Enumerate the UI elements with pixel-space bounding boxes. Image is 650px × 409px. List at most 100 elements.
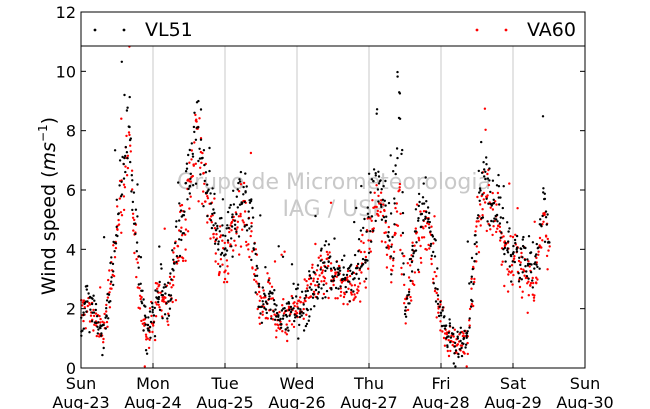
data-point	[342, 302, 345, 306]
data-point	[282, 298, 285, 301]
data-point	[525, 275, 529, 278]
data-point	[520, 278, 523, 281]
data-point	[308, 270, 311, 273]
data-point	[125, 109, 129, 112]
data-point	[533, 267, 536, 270]
data-point	[396, 156, 399, 160]
data-point	[167, 300, 170, 303]
data-point	[219, 265, 222, 268]
data-point	[188, 184, 192, 188]
data-point	[409, 279, 412, 282]
data-point	[120, 231, 123, 234]
data-point	[267, 279, 270, 282]
data-point	[86, 300, 89, 303]
data-point	[364, 261, 367, 264]
data-point	[537, 253, 540, 256]
data-point	[194, 182, 198, 185]
data-point	[230, 225, 234, 228]
data-point	[433, 270, 436, 274]
data-point	[149, 320, 153, 324]
data-point	[88, 303, 92, 306]
data-point	[354, 295, 357, 299]
data-point	[521, 271, 524, 274]
data-point	[228, 230, 231, 234]
data-point	[203, 163, 206, 167]
data-point	[533, 294, 536, 297]
data-point	[487, 202, 490, 205]
data-point	[268, 282, 272, 285]
data-point	[194, 113, 197, 117]
data-point	[508, 227, 511, 230]
data-point	[174, 225, 178, 228]
data-point	[192, 125, 196, 129]
data-point	[532, 281, 535, 285]
data-point	[233, 219, 236, 222]
data-point	[463, 329, 466, 333]
data-point	[388, 239, 391, 242]
data-point	[384, 179, 387, 183]
data-point	[107, 278, 110, 282]
data-point	[147, 316, 150, 319]
data-point	[146, 323, 150, 327]
data-point	[407, 276, 411, 279]
data-point	[364, 277, 368, 280]
data-point	[112, 270, 115, 273]
data-point	[206, 221, 209, 224]
data-point	[332, 266, 336, 269]
data-point	[156, 290, 159, 293]
data-point	[225, 249, 229, 252]
data-point	[152, 324, 155, 327]
data-point	[184, 248, 187, 251]
data-point	[430, 225, 433, 228]
data-point	[501, 217, 505, 220]
data-point	[513, 238, 517, 242]
data-point	[485, 229, 488, 233]
data-point	[489, 228, 492, 231]
data-point	[385, 266, 389, 269]
data-point	[478, 187, 482, 190]
data-point	[385, 246, 388, 249]
data-point	[394, 232, 397, 235]
data-point	[125, 174, 129, 177]
data-point	[401, 148, 404, 152]
data-point	[257, 285, 261, 288]
data-point	[380, 240, 384, 243]
data-point	[411, 241, 414, 244]
data-point	[281, 317, 285, 320]
data-point	[317, 291, 320, 294]
data-point	[116, 205, 119, 208]
data-point	[514, 233, 517, 236]
data-point	[241, 219, 244, 222]
data-point	[321, 271, 324, 274]
data-point	[178, 202, 181, 205]
data-point	[484, 177, 487, 181]
data-point	[435, 275, 438, 278]
data-point	[419, 244, 422, 248]
data-point	[465, 365, 468, 368]
data-point	[202, 172, 205, 175]
data-point	[222, 281, 226, 284]
data-point	[481, 216, 485, 219]
data-point	[153, 306, 156, 310]
data-point	[372, 227, 375, 230]
data-point	[172, 251, 175, 254]
data-point	[319, 254, 322, 257]
data-point	[419, 225, 423, 229]
data-point	[340, 281, 344, 284]
data-point	[178, 238, 181, 241]
data-point	[474, 230, 477, 233]
data-point	[334, 286, 338, 290]
data-point	[452, 362, 455, 365]
data-point	[396, 70, 399, 74]
data-point	[99, 334, 103, 337]
data-point	[414, 227, 417, 230]
data-point	[391, 235, 394, 239]
data-point	[219, 225, 222, 228]
data-point	[300, 314, 303, 317]
data-point	[401, 191, 404, 194]
data-point	[542, 220, 545, 223]
data-point	[396, 75, 399, 78]
data-point	[184, 233, 187, 236]
data-point	[86, 284, 89, 288]
data-point	[374, 219, 377, 223]
